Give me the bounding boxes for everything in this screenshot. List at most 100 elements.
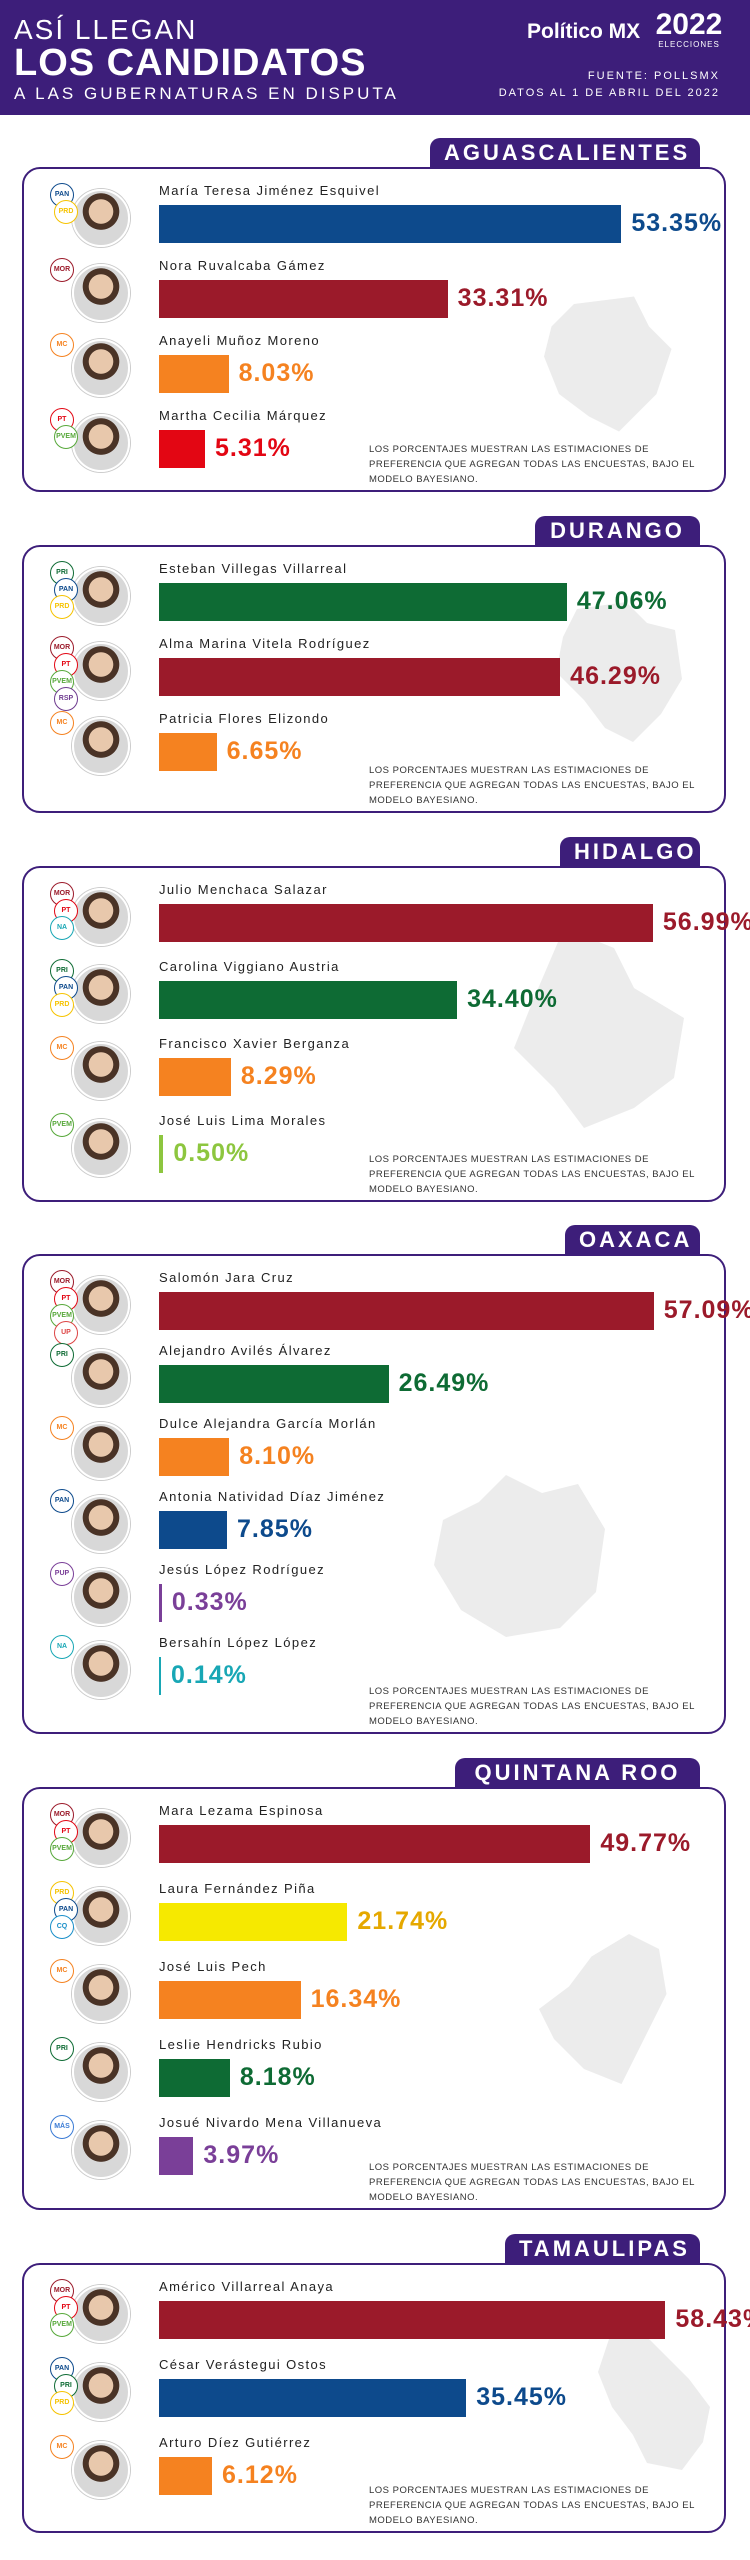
vote-share-bar xyxy=(159,2457,213,2495)
candidate-name: Esteban Villegas Villarreal xyxy=(159,561,348,576)
vote-share-label: 58.43% xyxy=(675,2305,750,2333)
vote-share-bar xyxy=(159,1058,231,1096)
vote-share-bar xyxy=(159,355,229,393)
methodology-note: LOS PORCENTAJES MUESTRAN LAS ESTIMACIONE… xyxy=(369,2485,695,2526)
party-logo-icon: MC xyxy=(50,1959,74,1983)
candidate-row: PAN PRD María Teresa Jiménez Esquivel 53.35… xyxy=(24,181,728,251)
candidate-row: PT PVEM Martha Cecilia Márquez 5.31% xyxy=(24,406,728,476)
candidate-photo xyxy=(72,717,130,775)
candidate-row: PRI Alejandro Avilés Álvarez 26.49% xyxy=(24,1341,728,1411)
candidate-photo xyxy=(72,567,130,625)
header-subtitle: A LAS GUBERNATURAS EN DISPUTA xyxy=(14,84,399,103)
vote-share-bar xyxy=(159,2301,666,2339)
candidate-photo xyxy=(72,414,130,472)
state-map-silhouette xyxy=(434,1475,605,1637)
elecciones-2022-logo-label: ELECCIONES xyxy=(658,40,720,49)
candidate-name: María Teresa Jiménez Esquivel xyxy=(159,183,380,198)
candidate-photo xyxy=(72,965,130,1023)
state-card: TAMAULIPAS MOR PT PVEM Américo Villarreal An… xyxy=(22,2234,750,2533)
state-map-silhouette xyxy=(539,1934,667,2084)
party-badges: PT PVEM xyxy=(50,408,80,478)
vote-share-bar xyxy=(159,1438,230,1476)
candidate-row: MC Arturo Díez Gutiérrez 6.12% xyxy=(24,2433,728,2503)
party-logo-icon: PRD xyxy=(54,200,78,224)
date-text: DATOS AL 1 DE ABRIL DEL 2022 xyxy=(498,87,720,99)
vote-share-bar xyxy=(159,733,217,771)
vote-share-label: 7.85% xyxy=(237,1515,313,1543)
vote-share-bar xyxy=(159,2379,467,2417)
vote-share-bar xyxy=(159,981,458,1019)
candidate-photo xyxy=(72,1965,130,2023)
party-badges: MOR PT PVEM RSP xyxy=(50,636,80,711)
vote-share-label: 8.29% xyxy=(240,1062,317,1090)
vote-share-bar xyxy=(159,2059,230,2097)
methodology-note: LOS PORCENTAJES MUESTRAN LAS ESTIMACIONE… xyxy=(369,1154,695,1195)
candidate-name: Alma Marina Vitela Rodríguez xyxy=(159,636,371,651)
party-logo-icon: PVEM xyxy=(50,1113,74,1137)
methodology-note: LOS PORCENTAJES MUESTRAN LAS ESTIMACIONE… xyxy=(369,1686,695,1727)
header-title-line1: ASÍ LLEGAN xyxy=(14,14,198,45)
party-logo-icon: PRD xyxy=(50,993,74,1017)
candidate-row: PRI PAN PRD Esteban Villegas Villarreal 47.0… xyxy=(24,559,728,629)
candidate-name: Salomón Jara Cruz xyxy=(159,1270,295,1285)
candidate-row: PVEM José Luis Lima Morales 0.50% xyxy=(24,1111,728,1181)
candidate-photo xyxy=(72,642,130,700)
candidate-row: MOR PT PVEM UP Salomón Jara Cruz 57.09% xyxy=(24,1268,750,1345)
vote-share-bar xyxy=(159,1135,164,1173)
state-card: QUINTANA ROO MOR PT PVEM Mara Lezama Espinos… xyxy=(22,1758,728,2210)
vote-share-label: 6.12% xyxy=(222,2461,298,2489)
politico-mx-logo: Político MX xyxy=(527,20,641,43)
party-badges: PVEM xyxy=(50,1113,80,1183)
party-badges: MC xyxy=(50,711,80,781)
state-card: AGUASCALIENTES PAN PRD María Teresa Jiménez… xyxy=(22,138,728,492)
state-title: DURANGO xyxy=(535,516,700,546)
candidate-photo xyxy=(72,1641,130,1699)
candidate-row: MC José Luis Pech 16.34% xyxy=(24,1957,728,2027)
candidate-photo xyxy=(72,264,130,322)
party-logo-icon: PRI xyxy=(50,2037,74,2061)
party-logo-icon: MC xyxy=(50,333,74,357)
candidate-row: MC Patricia Flores Elizondo 6.65% xyxy=(24,709,728,779)
candidate-name: Carolina Viggiano Austria xyxy=(159,959,340,974)
state-title: HIDALGO xyxy=(560,837,700,867)
candidate-photo xyxy=(72,1119,130,1177)
party-badges: PAN xyxy=(50,1489,80,1559)
party-badges: PAN PRI PRD xyxy=(50,2357,80,2427)
candidate-photo xyxy=(72,1887,130,1945)
party-badges: PUP xyxy=(50,1562,80,1632)
vote-share-bar xyxy=(159,583,567,621)
candidate-row: PRI PAN PRD Carolina Viggiano Austria 34.40% xyxy=(24,957,728,1027)
candidate-photo xyxy=(72,2285,130,2343)
party-badges: NA xyxy=(50,1635,80,1705)
party-logo-icon: PVEM xyxy=(50,1837,74,1861)
candidate-photo xyxy=(72,2441,130,2499)
vote-share-label: 49.77% xyxy=(600,1829,692,1857)
methodology-note: LOS PORCENTAJES MUESTRAN LAS ESTIMACIONE… xyxy=(369,765,695,806)
vote-share-label: 21.74% xyxy=(357,1907,449,1935)
candidate-name: Alejandro Avilés Álvarez xyxy=(159,1343,332,1358)
party-logo-icon: PVEM xyxy=(54,425,78,449)
vote-share-bar xyxy=(159,658,561,696)
party-logo-icon: PAN xyxy=(50,1489,74,1513)
state-map-silhouette xyxy=(598,2330,710,2470)
state-card: OAXACA MOR PT PVEM UP Salomón Jara Cruz 57.09%… xyxy=(22,1225,750,1734)
candidate-photo xyxy=(72,1422,130,1480)
state-map-silhouette xyxy=(544,296,672,432)
source-text: FUENTE: POLLSMX xyxy=(587,70,720,82)
candidate-name: Laura Fernández Piña xyxy=(159,1881,316,1896)
candidate-row: NA Bersahín López López 0.14% xyxy=(24,1633,728,1703)
vote-share-label: 8.18% xyxy=(239,2063,316,2091)
candidate-row: MOR Nora Ruvalcaba Gámez 33.31% xyxy=(24,256,728,326)
state-map-silhouette xyxy=(556,602,682,742)
candidate-row: PRI Leslie Hendricks Rubio 8.18% xyxy=(24,2035,728,2105)
party-badges: PRI xyxy=(50,1343,80,1413)
vote-share-bar xyxy=(159,1981,301,2019)
vote-share-label: 26.49% xyxy=(398,1369,490,1397)
candidate-row: MOR PT NA Julio Menchaca Salazar 56.99% xyxy=(24,880,750,950)
party-logo-icon: NA xyxy=(50,1635,74,1659)
candidate-photo xyxy=(72,2363,130,2421)
candidate-row: PUP Jesús López Rodríguez 0.33% xyxy=(24,1560,728,1630)
candidate-name: Américo Villarreal Anaya xyxy=(159,2279,334,2294)
party-logo-icon: RSP xyxy=(54,687,78,711)
candidate-name: Francisco Xavier Berganza xyxy=(159,1036,351,1051)
